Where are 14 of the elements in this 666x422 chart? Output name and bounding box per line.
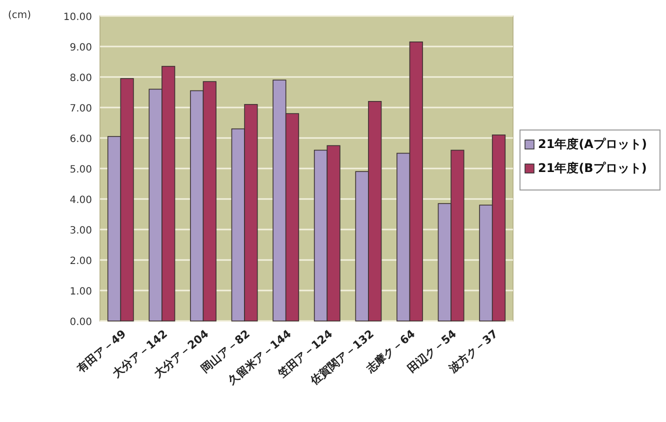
y-tick-label: 1.00 (70, 286, 92, 298)
y-tick-label: 10.00 (63, 12, 92, 23)
y-axis-title: (cm) (8, 10, 32, 21)
y-tick-label: 8.00 (70, 73, 92, 84)
y-tick-label: 0.00 (70, 317, 92, 328)
y-tick-label: 7.00 (70, 104, 92, 114)
legend-label: 21年度(Aプロット) (538, 137, 647, 151)
y-tick-label: 2.00 (70, 256, 92, 267)
y-tick-label: 3.00 (70, 226, 92, 236)
legend-label: 21年度(Bプロット) (538, 161, 647, 175)
y-tick-label: 4.00 (70, 195, 92, 206)
y-tick-label: 5.00 (70, 164, 92, 176)
y-tick-label: 9.00 (70, 42, 92, 54)
y-tick-label: 6.00 (70, 134, 92, 145)
